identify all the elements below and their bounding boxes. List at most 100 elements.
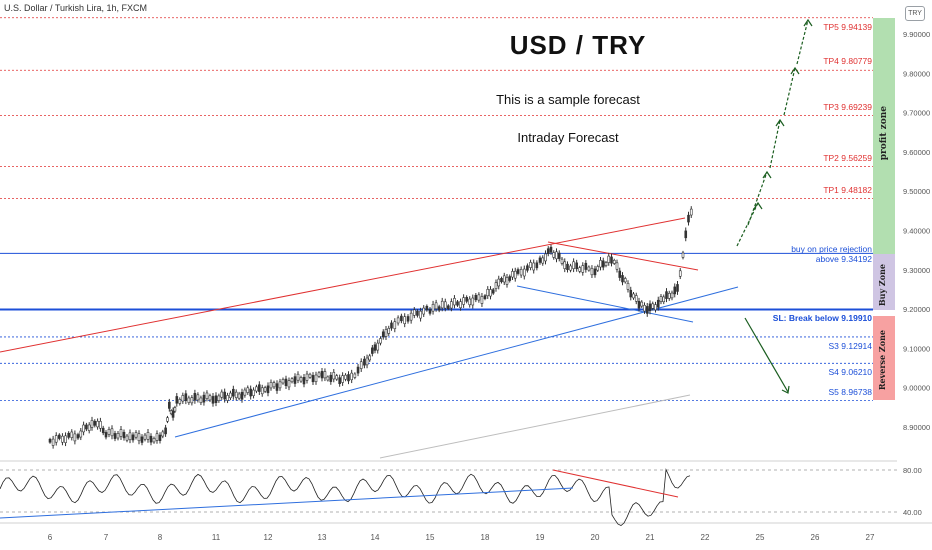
- candle-body: [379, 338, 382, 344]
- candle-body: [422, 307, 426, 315]
- candle-body: [350, 372, 353, 381]
- candle-body: [491, 289, 495, 294]
- oscillator-line: [0, 468, 691, 526]
- price-tick-label: 9.40000: [903, 227, 930, 236]
- time-tick-label: 14: [371, 533, 380, 542]
- candle-body: [329, 374, 333, 382]
- candle-body: [670, 292, 674, 299]
- candle-body: [601, 260, 605, 268]
- candle-body: [581, 265, 585, 273]
- candle-body: [599, 260, 602, 268]
- forecast-arrow-head: [753, 201, 763, 210]
- candle-body: [101, 427, 105, 434]
- candle-body: [390, 322, 393, 329]
- buy-zone-label: Buy Zone: [877, 264, 887, 307]
- candle-body: [152, 438, 156, 443]
- candle-body: [623, 278, 627, 283]
- time-tick-label: 27: [866, 533, 875, 542]
- candle-body: [563, 261, 567, 269]
- candle-body: [526, 265, 529, 271]
- candle-body: [173, 407, 177, 412]
- candle-body: [323, 371, 327, 379]
- candle-body: [99, 421, 102, 429]
- candle-body: [643, 305, 646, 312]
- candle-body: [483, 295, 487, 300]
- candle-body: [434, 302, 438, 310]
- candle-body: [122, 431, 126, 439]
- forecast-arrow-segment: [769, 119, 781, 169]
- candle-body: [477, 294, 481, 301]
- candle-body: [474, 294, 478, 301]
- candle-body: [223, 391, 226, 400]
- candle-body: [128, 432, 132, 441]
- candle-body: [419, 310, 422, 319]
- candle-body: [119, 429, 123, 437]
- forecast-arrow-head: [762, 170, 772, 179]
- candle-body: [260, 387, 264, 395]
- candle-body: [384, 329, 388, 337]
- candle-body: [320, 371, 324, 379]
- time-tick-label: 7: [104, 533, 109, 542]
- candle-body: [480, 296, 484, 304]
- candle-body: [211, 396, 215, 404]
- candle-body: [171, 410, 175, 418]
- candle-body: [486, 289, 490, 297]
- candle-body: [341, 375, 344, 383]
- chart-title: USD / TRY: [509, 30, 647, 60]
- candle-body: [651, 303, 655, 309]
- candle-body: [610, 256, 613, 264]
- candle-body: [645, 306, 649, 314]
- blue-support-line: [516, 285, 694, 323]
- candle-body: [347, 374, 350, 382]
- price-tick-label: 9.50000: [903, 187, 930, 196]
- candle-body: [217, 395, 221, 401]
- candle-body: [634, 295, 638, 302]
- candle-body: [549, 246, 553, 253]
- time-tick-label: 19: [536, 533, 545, 542]
- tp2-label: TP2 9.56259: [823, 153, 872, 163]
- reverse-zone-label: Reverse Zone: [877, 330, 887, 391]
- currency-badge[interactable]: TRY: [905, 6, 925, 21]
- candle-body: [618, 270, 622, 278]
- candle-body: [544, 253, 547, 262]
- buy-zone: [873, 254, 895, 310]
- osc-tick-label: 80.00: [903, 466, 922, 475]
- candle-body: [447, 305, 450, 310]
- time-tick-label: 11: [212, 533, 221, 542]
- candle-body: [226, 395, 229, 401]
- profit-zone-label: profit zone: [879, 106, 889, 161]
- candle-body: [368, 355, 372, 361]
- bearish-arrow: [744, 317, 789, 393]
- candle-body: [673, 286, 677, 295]
- candle-body: [494, 282, 498, 289]
- candle-body: [500, 278, 503, 283]
- price-tick-label: 9.10000: [903, 344, 930, 353]
- candle-body: [187, 397, 191, 403]
- candle-body: [229, 392, 232, 399]
- candle-body: [371, 347, 374, 354]
- candle-body: [67, 432, 70, 438]
- candle-body: [353, 373, 357, 378]
- candle-body: [335, 375, 339, 380]
- tp4-label: TP4 9.80779: [823, 56, 872, 66]
- candle-body: [373, 344, 377, 351]
- candle-body: [659, 296, 663, 302]
- candle-body: [296, 373, 300, 381]
- candle-body: [158, 434, 162, 441]
- s5-label: S5 8.96738: [828, 387, 872, 397]
- candle-body: [471, 297, 475, 306]
- candle-body: [656, 299, 660, 308]
- candle-body: [293, 376, 297, 384]
- time-tick-label: 21: [646, 533, 655, 542]
- candle-body: [326, 376, 330, 381]
- candle-body: [287, 380, 291, 388]
- candle-body: [359, 361, 363, 369]
- candle-body: [356, 366, 360, 374]
- price-tick-label: 9.60000: [903, 148, 930, 157]
- candle-body: [437, 306, 441, 311]
- bearish-arrow-head: [781, 385, 790, 394]
- sl-label: SL: Break below 9.19910: [772, 313, 872, 323]
- candle-body: [284, 378, 288, 386]
- candle-body: [255, 386, 258, 392]
